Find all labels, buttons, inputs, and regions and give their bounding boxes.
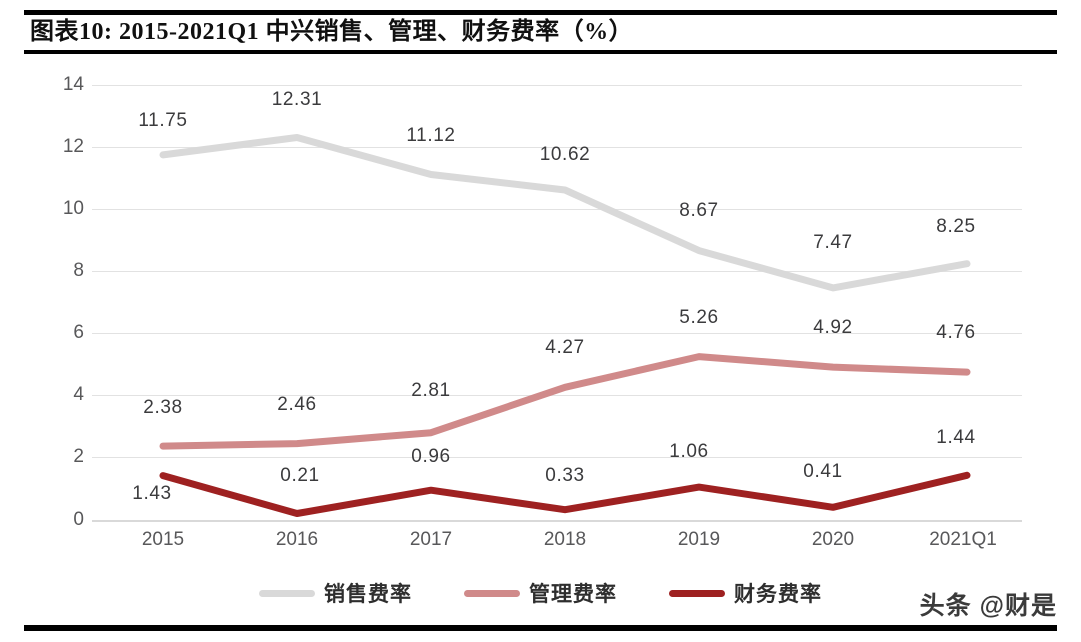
chart-legend: 销售费率 管理费率 财务费率 xyxy=(0,578,1081,608)
y-tick-label-4: 4 xyxy=(73,384,84,405)
gridline-4 xyxy=(92,395,1022,396)
x-tick-label-2021q1: 2021Q1 xyxy=(929,529,997,550)
y-tick-label-6: 6 xyxy=(73,322,84,343)
data-label-financial-2019: 1.06 xyxy=(669,441,709,462)
gridline-14 xyxy=(92,85,1022,86)
legend-label-financial: 财务费率 xyxy=(734,582,822,606)
data-label-sales-2019: 8.67 xyxy=(679,200,719,221)
data-label-sales-2021q1: 8.25 xyxy=(936,216,976,237)
gridline-10 xyxy=(92,209,1022,210)
gridline-2 xyxy=(92,457,1022,458)
title-rule-top xyxy=(24,10,1057,15)
x-tick-label-2020: 2020 xyxy=(811,529,855,550)
data-label-financial-2018: 0.33 xyxy=(545,465,585,486)
data-label-admin-2015: 2.38 xyxy=(143,397,183,418)
legend-swatch-sales-icon xyxy=(259,589,315,597)
data-label-sales-2016: 12.31 xyxy=(271,89,323,110)
title-rule-bottom xyxy=(24,50,1057,54)
legend-label-admin: 管理费率 xyxy=(529,582,617,606)
legend-swatch-financial-icon xyxy=(669,589,725,597)
y-tick-label-2: 2 xyxy=(73,446,84,467)
legend-swatch-admin-icon xyxy=(464,589,520,597)
data-label-admin-2020: 4.92 xyxy=(813,317,853,338)
y-tick-label-8: 8 xyxy=(73,260,84,281)
data-label-admin-2017: 2.81 xyxy=(411,380,451,401)
data-label-financial-2015: 1.43 xyxy=(132,483,172,504)
legend-item-sales[interactable]: 销售费率 xyxy=(259,578,412,608)
data-label-admin-2016: 2.46 xyxy=(277,394,317,415)
x-tick-label-2015: 2015 xyxy=(141,529,185,550)
data-label-sales-2018: 10.62 xyxy=(539,144,591,165)
x-tick-label-2016: 2016 xyxy=(275,529,319,550)
data-label-sales-2020: 7.47 xyxy=(813,232,853,253)
data-label-financial-2020: 0.41 xyxy=(803,461,843,482)
data-label-financial-2016: 0.21 xyxy=(280,465,320,486)
x-tick-label-2017: 2017 xyxy=(409,529,453,550)
legend-item-admin[interactable]: 管理费率 xyxy=(464,578,617,608)
gridline-6 xyxy=(92,333,1022,334)
data-label-admin-2021q1: 4.76 xyxy=(936,322,976,343)
y-tick-label-10: 10 xyxy=(62,198,84,219)
watermark: 头条 @财是 xyxy=(919,592,1057,620)
footer-rule xyxy=(24,625,1057,631)
data-label-sales-2017: 11.12 xyxy=(406,125,456,146)
x-axis-line xyxy=(92,520,1022,522)
data-label-financial-2017: 0.96 xyxy=(411,446,451,467)
legend-item-financial[interactable]: 财务费率 xyxy=(669,578,822,608)
data-label-admin-2018: 4.27 xyxy=(545,337,585,358)
data-label-sales-2015: 11.75 xyxy=(138,110,188,131)
data-label-financial-2021q1: 1.44 xyxy=(936,427,976,448)
y-tick-label-12: 12 xyxy=(62,136,84,157)
x-tick-label-2018: 2018 xyxy=(543,529,587,550)
gridline-8 xyxy=(92,271,1022,272)
y-tick-label-0: 0 xyxy=(73,509,84,530)
x-tick-label-2019: 2019 xyxy=(677,529,721,550)
page-title: 图表10: 2015-2021Q1 中兴销售、管理、财务费率（%） xyxy=(30,19,634,45)
y-tick-label-14: 14 xyxy=(62,74,84,95)
legend-label-sales: 销售费率 xyxy=(324,582,412,606)
data-label-admin-2019: 5.26 xyxy=(679,307,719,328)
